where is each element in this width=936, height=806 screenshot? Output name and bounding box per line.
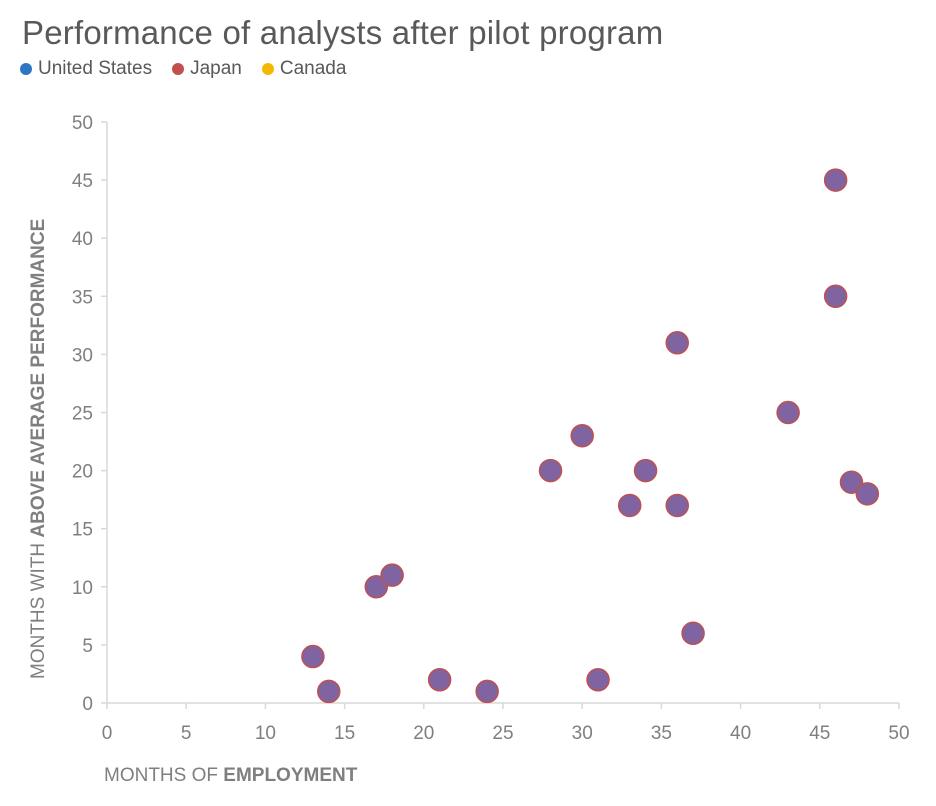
legend-label-canada: Canada [279, 58, 347, 79]
data-point [823, 284, 848, 309]
x-tick-label: 50 [888, 723, 909, 744]
data-point [617, 493, 642, 518]
data-point [586, 668, 610, 692]
legend-label-japan: Japan [190, 58, 242, 79]
y-tick-label: 20 [72, 462, 93, 483]
data-point [823, 168, 848, 192]
x-tick-label: 5 [181, 723, 192, 744]
x-tick-label: 35 [651, 723, 672, 744]
legend-item-canada: Canada [261, 58, 347, 80]
data-point [665, 493, 689, 518]
data-point [681, 621, 705, 646]
data-point [839, 470, 864, 494]
y-tick-label: 40 [72, 229, 93, 250]
data-point [776, 400, 800, 425]
x-tick-label: 45 [809, 723, 830, 744]
data-point [475, 679, 499, 704]
legend-item-japan: Japan [172, 58, 242, 80]
data-point [665, 331, 689, 355]
data-point [633, 458, 658, 483]
y-tick-label: 50 [72, 113, 93, 134]
x-axis-title-prefix: MONTHS OF [104, 765, 223, 786]
x-tick-label: 30 [572, 723, 593, 744]
y-tick-label: 35 [72, 287, 93, 308]
data-point [317, 679, 341, 704]
legend-item-united-states: United States [20, 58, 152, 80]
data-point [380, 563, 404, 587]
data-point [301, 644, 325, 669]
legend-marker-canada [261, 63, 274, 75]
y-tick-label: 25 [72, 404, 93, 425]
y-tick-label: 15 [72, 520, 93, 541]
data-point [570, 423, 594, 448]
y-axis-title-prefix: MONTHS WITH [28, 538, 49, 679]
data-point [855, 482, 880, 506]
x-ticks: 0 5 10 15 20 25 30 35 40 45 50 [102, 703, 910, 744]
y-tick-label: 0 [82, 694, 93, 715]
legend-marker-united-states [20, 63, 32, 75]
chart-title: Performance of analysts after pilot prog… [22, 14, 664, 51]
y-tick-label: 10 [72, 578, 93, 599]
y-axis-title: MONTHS WITH ABOVE AVERAGE PERFORMANCE [28, 219, 49, 679]
data-point [364, 575, 389, 599]
legend-marker-japan [172, 63, 185, 75]
data-point [427, 668, 452, 692]
y-tick-label: 30 [72, 345, 93, 366]
x-tick-label: 40 [730, 723, 751, 744]
x-tick-label: 20 [413, 723, 434, 744]
legend: United States Japan Canada [20, 58, 366, 80]
x-tick-label: 25 [492, 723, 513, 744]
x-tick-label: 0 [102, 723, 113, 744]
x-axis-title: MONTHS OF EMPLOYMENT [104, 765, 358, 786]
x-tick-label: 10 [255, 723, 276, 744]
x-tick-label: 15 [334, 723, 355, 744]
y-tick-label: 5 [82, 636, 93, 657]
y-tick-label: 45 [72, 171, 93, 192]
data-points [301, 168, 880, 704]
data-point [538, 458, 563, 483]
legend-label-united-states: United States [38, 58, 153, 79]
y-ticks: 0 5 10 15 20 25 30 35 40 45 50 [72, 113, 107, 715]
x-axis-title-emphasis: EMPLOYMENT [223, 765, 357, 786]
y-axis-title-emphasis: ABOVE AVERAGE PERFORMANCE [28, 219, 49, 538]
